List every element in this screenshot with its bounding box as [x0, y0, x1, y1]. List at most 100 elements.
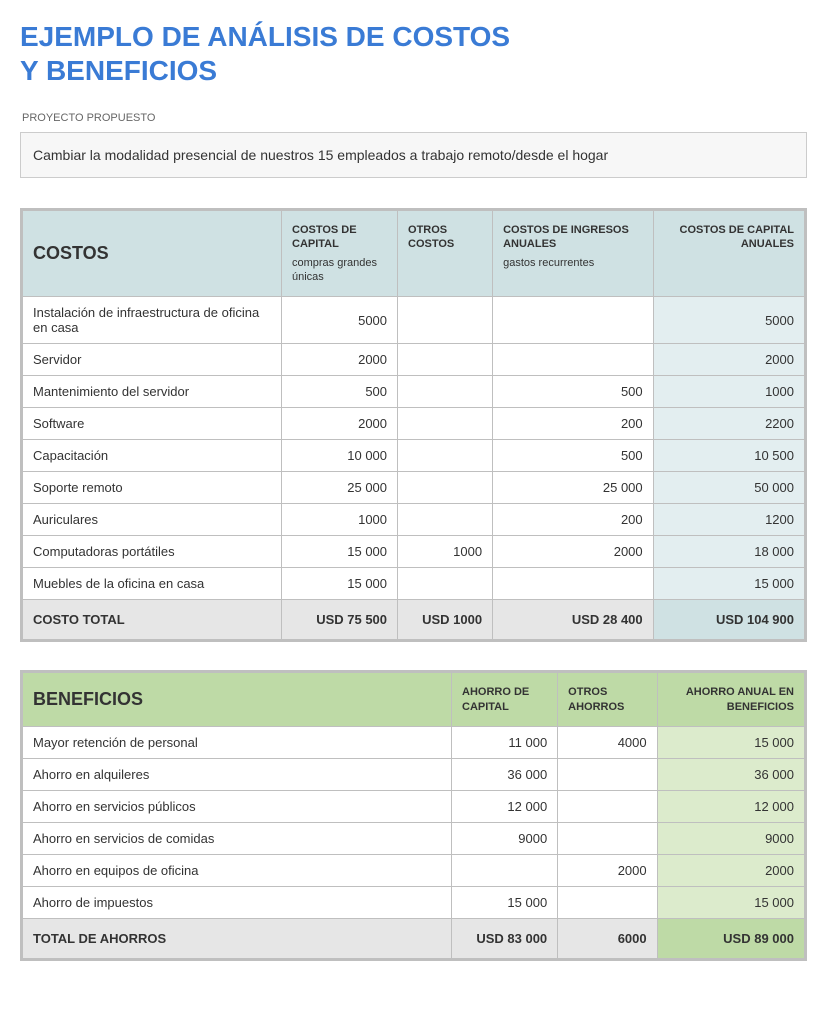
table-row: Instalación de infraestructura de oficin…: [22, 297, 806, 344]
row-label: Capacitación: [22, 440, 282, 472]
costs-total-c2: USD 1000: [398, 600, 493, 641]
table-row: Servidor20002000: [22, 344, 806, 376]
row-c1: 15 000: [282, 536, 398, 568]
row-c2: [398, 504, 493, 536]
row-c3: 12 000: [657, 790, 805, 822]
costs-col3-header: COSTOS DE INGRESOS ANUALES gastos recurr…: [493, 210, 654, 297]
benefits-header-row: BENEFICIOS AHORRO DE CAPITAL OTROS AHORR…: [22, 672, 806, 727]
row-c1: 5000: [282, 297, 398, 344]
row-c3: [493, 297, 654, 344]
benefits-heading: BENEFICIOS: [22, 672, 452, 727]
table-row: Software2000 2002200: [22, 408, 806, 440]
row-c3: 200: [493, 408, 654, 440]
row-c3: 15 000: [657, 886, 805, 918]
row-c2: [398, 297, 493, 344]
costs-total-label: COSTO TOTAL: [22, 600, 282, 641]
row-c3: [493, 568, 654, 600]
table-row: Computadoras portátiles15 0001000200018 …: [22, 536, 806, 568]
project-label: PROYECTO PROPUESTO: [20, 112, 807, 124]
benefits-total-row: TOTAL DE AHORROS USD 83 000 6000 USD 89 …: [22, 918, 806, 959]
row-c2: [558, 822, 657, 854]
title-line2: Y BENEFICIOS: [20, 55, 217, 86]
row-label: Auriculares: [22, 504, 282, 536]
row-c4: 1000: [653, 376, 805, 408]
row-c1: 11 000: [452, 726, 558, 758]
row-c1: 12 000: [452, 790, 558, 822]
row-label: Muebles de la oficina en casa: [22, 568, 282, 600]
row-label: Ahorro en equipos de oficina: [22, 854, 452, 886]
row-c2: [558, 886, 657, 918]
costs-total-row: COSTO TOTAL USD 75 500 USD 1000 USD 28 4…: [22, 600, 806, 641]
row-label: Ahorro en alquileres: [22, 758, 452, 790]
row-c1: 2000: [282, 408, 398, 440]
row-c2: 1000: [398, 536, 493, 568]
row-c4: 50 000: [653, 472, 805, 504]
table-row: Capacitación10 000 50010 500: [22, 440, 806, 472]
benefits-col2-header: OTROS AHORROS: [558, 672, 657, 727]
table-row: Ahorro en servicios de comidas90009000: [22, 822, 806, 854]
table-row: Mayor retención de personal11 000400015 …: [22, 726, 806, 758]
costs-heading: COSTOS: [22, 210, 282, 297]
row-label: Instalación de infraestructura de oficin…: [22, 297, 282, 344]
row-c3: 2000: [657, 854, 805, 886]
row-c2: 4000: [558, 726, 657, 758]
row-c3: 500: [493, 440, 654, 472]
row-c3: 25 000: [493, 472, 654, 504]
row-c3: [493, 344, 654, 376]
table-row: Soporte remoto25 00025 00050 000: [22, 472, 806, 504]
row-c4: 2200: [653, 408, 805, 440]
row-c2: [398, 408, 493, 440]
row-label: Mayor retención de personal: [22, 726, 452, 758]
row-c3: 15 000: [657, 726, 805, 758]
table-row: Ahorro de impuestos15 00015 000: [22, 886, 806, 918]
benefits-table: BENEFICIOS AHORRO DE CAPITAL OTROS AHORR…: [20, 670, 807, 961]
costs-total-c1: USD 75 500: [282, 600, 398, 641]
row-c1: 36 000: [452, 758, 558, 790]
row-label: Ahorro de impuestos: [22, 886, 452, 918]
costs-total-c3: USD 28 400: [493, 600, 654, 641]
costs-col2-header: OTROS COSTOS: [398, 210, 493, 297]
row-label: Soporte remoto: [22, 472, 282, 504]
row-c2: [398, 472, 493, 504]
title-line1: EJEMPLO DE ANÁLISIS DE COSTOS: [20, 21, 510, 52]
row-label: Ahorro en servicios públicos: [22, 790, 452, 822]
row-label: Mantenimiento del servidor: [22, 376, 282, 408]
row-c3: 200: [493, 504, 654, 536]
row-c1: 15 000: [282, 568, 398, 600]
costs-header-row: COSTOS COSTOS DE CAPITAL compras grandes…: [22, 210, 806, 297]
row-c2: [398, 376, 493, 408]
row-c3: 500: [493, 376, 654, 408]
row-c2: [398, 344, 493, 376]
benefits-total-c1: USD 83 000: [452, 918, 558, 959]
row-label: Ahorro en servicios de comidas: [22, 822, 452, 854]
row-c4: 5000: [653, 297, 805, 344]
table-row: Mantenimiento del servidor5005001000: [22, 376, 806, 408]
row-c4: 10 500: [653, 440, 805, 472]
benefits-total-label: TOTAL DE AHORROS: [22, 918, 452, 959]
benefits-col3-header: AHORRO ANUAL EN BENEFICIOS: [657, 672, 805, 727]
row-c4: 15 000: [653, 568, 805, 600]
row-c3: 9000: [657, 822, 805, 854]
row-c2: [398, 440, 493, 472]
row-c4: 1200: [653, 504, 805, 536]
row-label: Computadoras portátiles: [22, 536, 282, 568]
benefits-col1-header: AHORRO DE CAPITAL: [452, 672, 558, 727]
row-c2: [398, 568, 493, 600]
project-description: Cambiar la modalidad presencial de nuest…: [20, 132, 807, 178]
costs-total-c4: USD 104 900: [653, 600, 805, 641]
row-c4: 18 000: [653, 536, 805, 568]
row-c1: 10 000: [282, 440, 398, 472]
row-c3: 2000: [493, 536, 654, 568]
costs-col1-header: COSTOS DE CAPITAL compras grandes únicas: [282, 210, 398, 297]
row-c3: 36 000: [657, 758, 805, 790]
row-label: Software: [22, 408, 282, 440]
table-row: Ahorro en alquileres36 00036 000: [22, 758, 806, 790]
row-c1: 15 000: [452, 886, 558, 918]
row-c1: 9000: [452, 822, 558, 854]
costs-table: COSTOS COSTOS DE CAPITAL compras grandes…: [20, 208, 807, 642]
row-c2: [558, 790, 657, 822]
row-c1: 25 000: [282, 472, 398, 504]
row-c1: 1000: [282, 504, 398, 536]
row-c1: 2000: [282, 344, 398, 376]
row-c4: 2000: [653, 344, 805, 376]
